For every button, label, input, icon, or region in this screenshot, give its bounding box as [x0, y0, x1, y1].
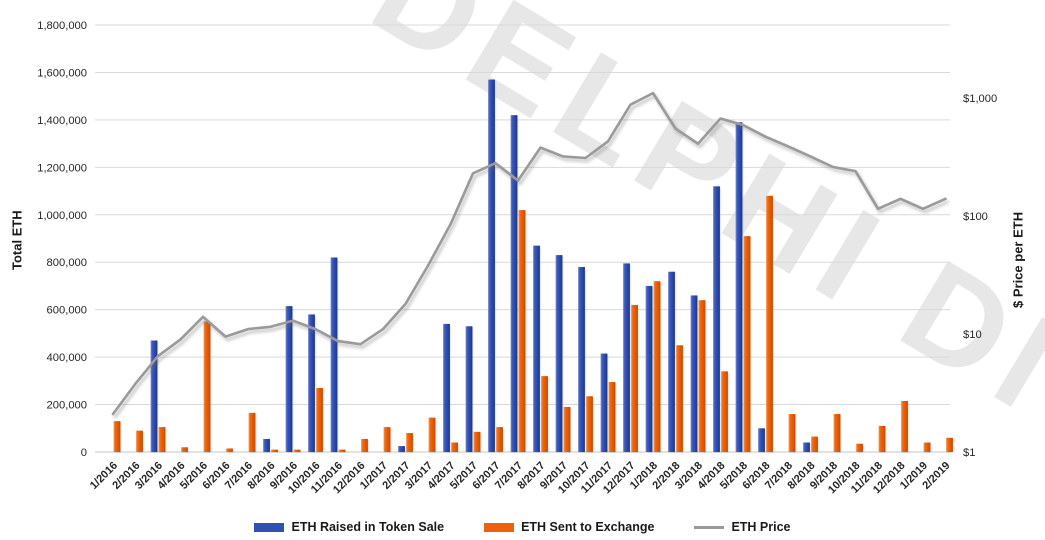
svg-text:$1,000: $1,000 — [963, 93, 997, 105]
svg-text:1,200,000: 1,200,000 — [37, 162, 87, 174]
legend-swatch-gray-line — [694, 525, 725, 529]
svg-text:$10: $10 — [963, 329, 982, 341]
legend-item-eth-sent: ETH Sent to Exchange — [484, 520, 654, 534]
svg-text:400,000: 400,000 — [47, 352, 87, 364]
eth-price-line — [111, 91, 947, 416]
svg-text:1,600,000: 1,600,000 — [37, 67, 87, 79]
svg-text:$100: $100 — [963, 211, 988, 223]
right-axis-tick-labels: $1 $10 $100 $1,000 — [963, 93, 997, 459]
legend-label-eth-price: ETH Price — [731, 520, 791, 534]
legend-label-eth-sent: ETH Sent to Exchange — [521, 520, 655, 534]
right-axis-title: $ Price per ETH — [1010, 211, 1026, 309]
bars-eth-sent-to-exchange — [113, 195, 953, 453]
left-axis-tick-labels: 0 200,000 400,000 600,000 800,000 1,000,000 1,… — [37, 20, 87, 459]
legend-item-eth-raised: ETH Raised in Token Sale — [254, 520, 444, 534]
svg-text:$1: $1 — [963, 447, 975, 459]
svg-text:1,800,000: 1,800,000 — [37, 20, 87, 32]
legend: ETH Raised in Token Sale ETH Sent to Exc… — [0, 520, 1045, 534]
svg-text:1,400,000: 1,400,000 — [37, 115, 87, 127]
bars-eth-raised-in-token-sale — [150, 79, 810, 453]
legend-swatch-orange-bar — [484, 522, 515, 532]
x-axis-month-labels: 1/20162/20163/20164/20165/20166/20167/20… — [88, 460, 953, 497]
svg-text:800,000: 800,000 — [47, 257, 87, 269]
svg-text:600,000: 600,000 — [47, 305, 87, 317]
svg-text:0: 0 — [81, 447, 87, 459]
svg-text:200,000: 200,000 — [47, 400, 87, 412]
legend-label-eth-raised: ETH Raised in Token Sale — [291, 520, 445, 534]
left-axis-title: Total ETH — [9, 210, 25, 270]
legend-item-eth-price: ETH Price — [694, 520, 791, 534]
legend-swatch-blue-bar — [254, 522, 285, 532]
svg-text:1,000,000: 1,000,000 — [37, 210, 87, 222]
